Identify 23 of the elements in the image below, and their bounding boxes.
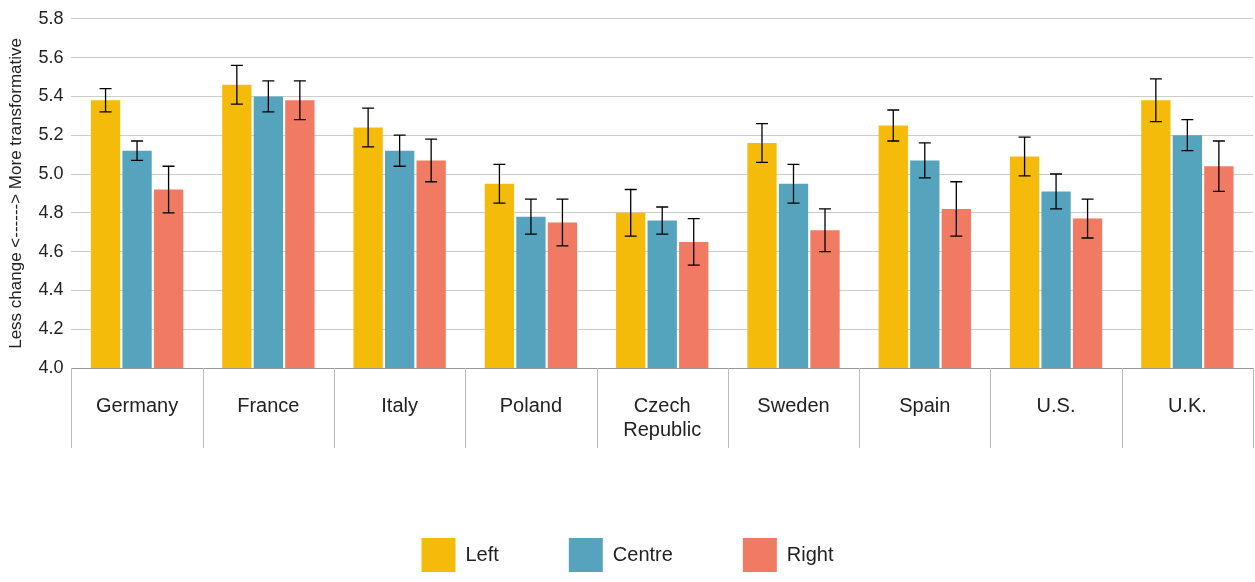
x-tick-label: Czech Republic [623, 393, 702, 440]
y-tick-label: 5.8 [38, 7, 64, 28]
y-tick-label: 4.4 [38, 279, 64, 300]
y-tick-label: 5.2 [38, 124, 64, 145]
y-tick-label: 5.6 [38, 46, 64, 67]
y-tick-label: 4.2 [38, 318, 64, 339]
legend-label: Centre [612, 542, 673, 565]
y-tick-label: 4.0 [38, 356, 64, 377]
legend-label: Right [786, 542, 834, 565]
x-tick-label: U.K. [1167, 393, 1207, 416]
x-tick-label: France [237, 393, 300, 416]
y-tick-label: 4.8 [38, 201, 64, 222]
x-tick-label: Spain [899, 393, 951, 416]
x-tick-label: Poland [499, 393, 563, 416]
x-tick-label: Germany [95, 393, 179, 416]
y-tick-label: 4.6 [38, 240, 64, 261]
x-tick-label: U.S. [1036, 393, 1076, 416]
y-tick-label: 5.4 [38, 85, 64, 106]
y-tick-label: 5.0 [38, 162, 64, 183]
x-tick-label: Sweden [757, 393, 830, 416]
y-axis-title: Less change <------> More transformative [5, 37, 25, 349]
x-tick-label: Italy [381, 393, 418, 416]
legend-label: Left [465, 542, 500, 565]
